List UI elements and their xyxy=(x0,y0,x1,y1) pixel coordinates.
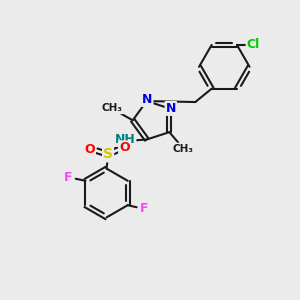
Text: CH₃: CH₃ xyxy=(101,103,122,113)
Text: NH: NH xyxy=(115,133,135,146)
Text: CH₃: CH₃ xyxy=(173,143,194,154)
Text: N: N xyxy=(142,93,152,106)
Text: S: S xyxy=(103,147,113,161)
Text: Cl: Cl xyxy=(247,38,260,51)
Text: N: N xyxy=(166,102,176,115)
Text: O: O xyxy=(119,141,130,154)
Text: F: F xyxy=(140,202,148,215)
Text: O: O xyxy=(84,143,95,156)
Text: F: F xyxy=(64,171,73,184)
